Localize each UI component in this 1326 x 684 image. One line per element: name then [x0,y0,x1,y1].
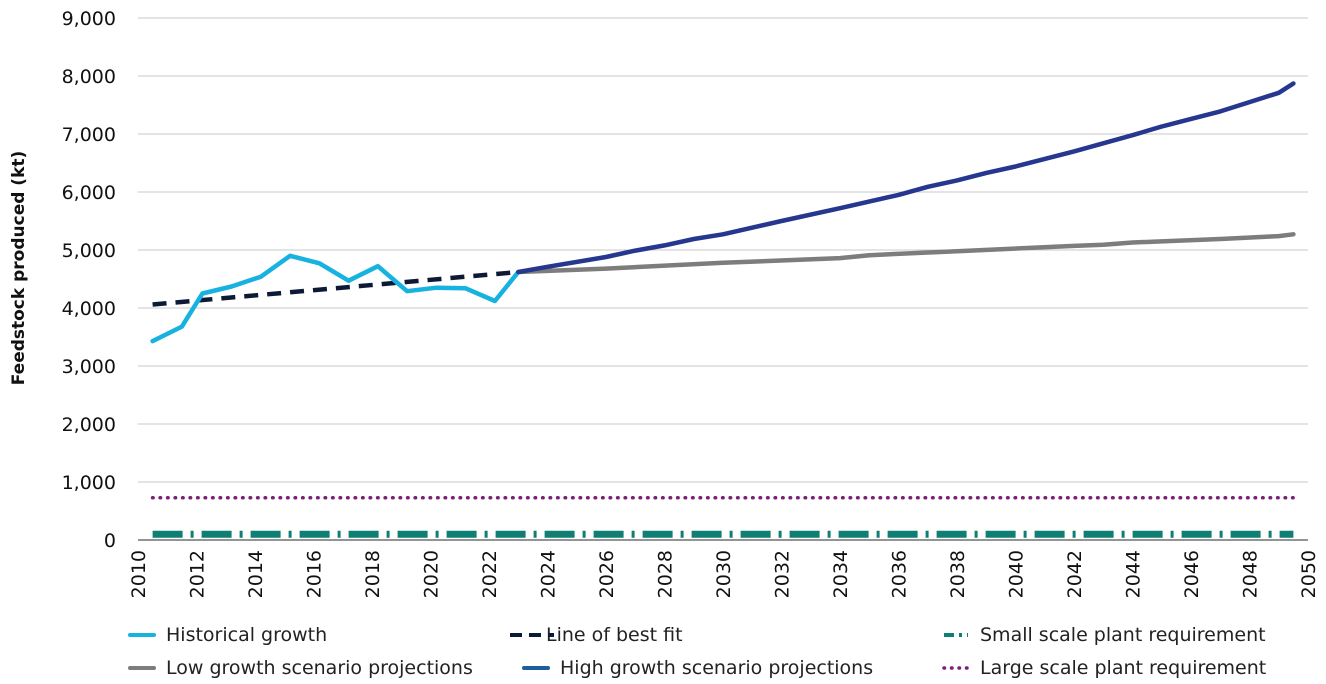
y-tick-label: 5,000 [62,240,116,262]
x-tick-label: 2022 [479,550,501,598]
x-tick-label: 2018 [362,550,384,598]
x-tick-label: 2014 [245,550,267,598]
x-tick-label: 2024 [538,550,560,598]
line-chart: 0 1,000 2,000 3,000 4,000 5,000 6,000 7,000 8,00… [9,8,1320,598]
legend-label: Low growth scenario projections [166,657,473,679]
legend-item-small-scale-plant: Small scale plant requirement [942,624,1266,646]
gridlines [138,17,1308,541]
legend-label: High growth scenario projections [560,657,874,679]
y-tick-label: 2,000 [62,414,116,436]
x-tick-label: 2030 [713,550,735,598]
legend-item-low-growth: Low growth scenario projections [128,657,473,679]
series-lines [150,81,1296,538]
x-tick-label: 2050 [1298,550,1320,598]
series-line-historical-growth [150,253,521,344]
legend-item-large-scale-plant: Large scale plant requirement [942,657,1266,679]
y-tick-label: 7,000 [62,124,116,146]
y-tick-label: 9,000 [62,8,116,30]
legend-swatch-icon [128,661,156,675]
y-tick-label: 0 [104,530,116,552]
legend-label: Large scale plant requirement [980,657,1267,679]
y-tick-label: 3,000 [62,356,116,378]
legend-label: Line of best fit [546,624,683,646]
y-tick-label: 6,000 [62,182,116,204]
legend-swatch-icon [508,628,554,642]
x-tick-label: 2028 [655,550,677,598]
x-tick-label: 2044 [1123,550,1145,598]
x-tick-label: 2046 [1181,550,1203,598]
x-axis-ticks: 2010 2012 2014 2016 2018 2020 2022 2024 2026 2028… [128,550,1320,598]
x-tick-label: 2040 [1006,550,1028,598]
y-tick-label: 4,000 [62,298,116,320]
legend-item-historical-growth: Historical growth [128,624,327,646]
legend-swatch-icon [942,628,970,642]
x-tick-label: 2020 [421,550,443,598]
y-tick-label: 8,000 [62,66,116,88]
x-tick-label: 2010 [128,550,150,598]
x-tick-label: 2034 [830,550,852,598]
y-tick-label: 1,000 [62,472,116,494]
x-tick-label: 2012 [187,550,209,598]
x-tick-label: 2038 [947,550,969,598]
legend-swatch-icon [128,628,156,642]
legend-swatch-icon [522,661,550,675]
legend-label: Historical growth [166,624,328,646]
x-tick-label: 2048 [1240,550,1262,598]
legend-item-high-growth: High growth scenario projections [522,657,873,679]
x-tick-label: 2032 [772,550,794,598]
legend-item-line-of-best-fit: Line of best fit [508,624,683,646]
legend-label: Small scale plant requirement [980,624,1266,646]
legend-swatch-icon [942,661,970,675]
x-tick-label: 2042 [1064,550,1086,598]
series-line-low-growth-scenario-projections [516,232,1296,275]
x-tick-label: 2016 [304,550,326,598]
series-line-high-growth-scenario-projections [516,81,1296,275]
series-line-line-of-best-fit [152,269,519,307]
x-tick-label: 2026 [596,550,618,598]
y-axis-label: Feedstock produced (kt) [9,151,29,386]
x-tick-label: 2036 [889,550,911,598]
y-axis-ticks: 0 1,000 2,000 3,000 4,000 5,000 6,000 7,000 8,00… [62,8,116,552]
